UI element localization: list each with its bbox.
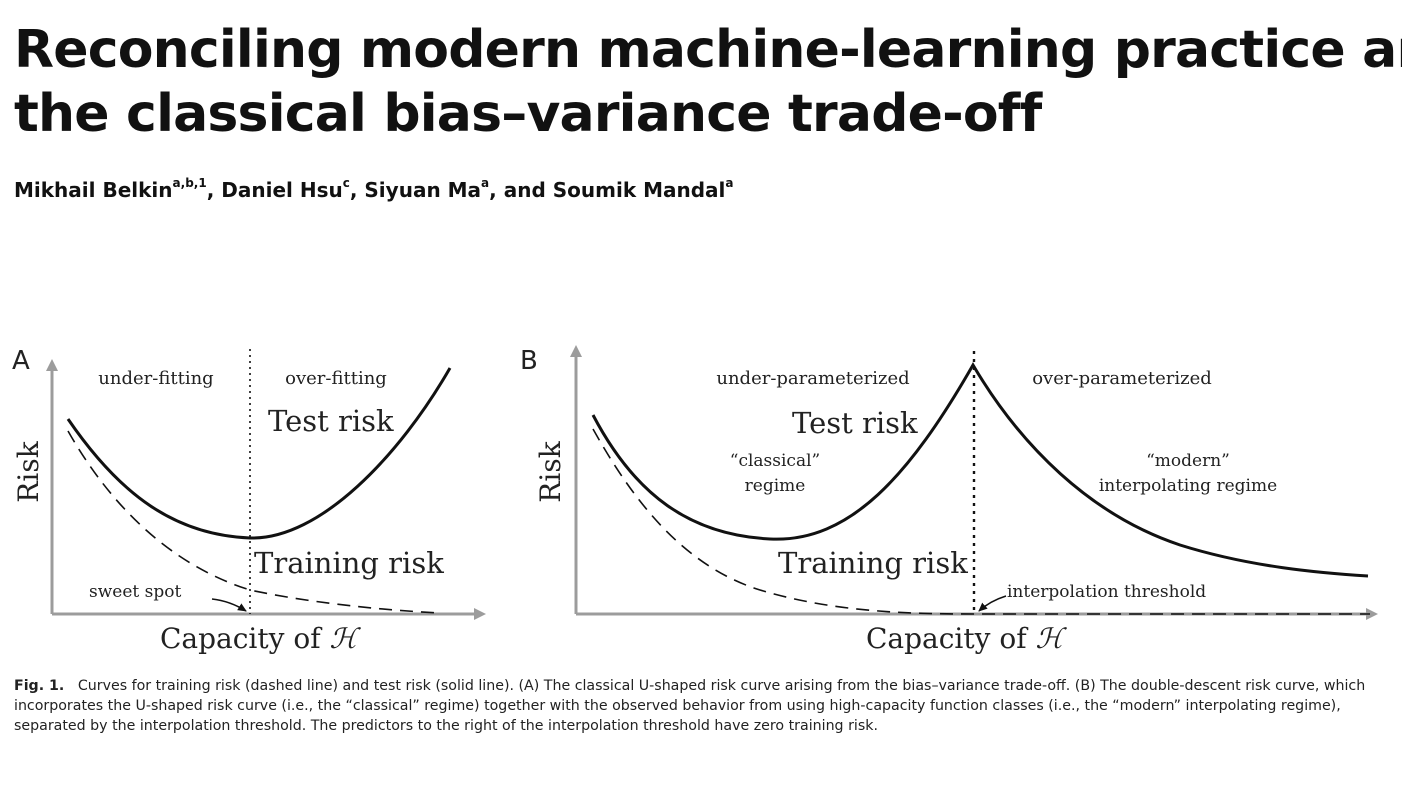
panel-b-region-right: over-parameterized: [1032, 368, 1212, 389]
panel-a-training-risk-label: Training risk: [254, 546, 444, 580]
panel-b-label: B: [520, 346, 538, 376]
panel-b-classical-line-1: “classical”: [730, 451, 820, 471]
figure-caption: Fig. 1. Curves for training risk (dashed…: [14, 676, 1386, 736]
author-affiliation: a: [481, 176, 490, 191]
author-list: Mikhail Belkina,b,1, Daniel Hsuc, Siyuan…: [14, 176, 734, 202]
panel-b-training-risk-label: Training risk: [778, 546, 968, 580]
panel-a-region-right: over-fitting: [285, 368, 387, 389]
author-separator: ,: [349, 178, 365, 202]
title-line-2: the classical bias–variance trade-off: [14, 84, 1042, 144]
author-name: Daniel Hsu: [221, 178, 343, 202]
author-name: Mikhail Belkin: [14, 178, 173, 202]
panel-b-region-left: under-parameterized: [716, 368, 909, 389]
author-name: Siyuan Ma: [364, 178, 482, 202]
panel-b-annotation-arrow: [978, 595, 1007, 612]
panel-a-y-axis-label: Risk: [12, 440, 45, 502]
figure-1: A Risk under-fitting over-fitting Test r…: [0, 335, 1402, 675]
panel-a-label: A: [12, 346, 30, 376]
panel-a-x-axis-label: Capacity of ℋ: [160, 622, 361, 655]
author-affiliation: a: [725, 176, 734, 191]
panel-b-training-risk-curve: [592, 428, 1370, 615]
panel-b-x-axis-label: Capacity of ℋ: [866, 622, 1067, 655]
author-separator: ,: [206, 178, 222, 202]
panel-a-region-left: under-fitting: [98, 368, 213, 389]
panel-a-annotation-arrow: [211, 598, 247, 612]
caption-label: Fig. 1.: [14, 678, 65, 694]
author-name: Soumik Mandal: [552, 178, 726, 202]
author-affiliation: c: [342, 176, 350, 191]
panel-a-training-risk-curve: [67, 430, 441, 614]
figure-svg: A Risk under-fitting over-fitting Test r…: [12, 345, 1378, 655]
panel-b-classical-line-2: regime: [745, 476, 806, 496]
panel-b-test-risk-curve: [591, 362, 1369, 578]
panel-a-test-risk-label: Test risk: [268, 404, 394, 438]
panel-b-modern-line-2: interpolating regime: [1099, 476, 1277, 496]
panel-b-y-axis-label: Risk: [534, 440, 567, 502]
caption-text: Curves for training risk (dashed line) a…: [14, 678, 1366, 734]
panel-a-annotation: sweet spot: [89, 582, 181, 602]
paper-title: Reconciling modern machine-learning prac…: [14, 18, 1402, 146]
panel-a: A Risk under-fitting over-fitting Test r…: [12, 346, 486, 655]
panel-b-test-risk-label: Test risk: [792, 406, 918, 440]
author-separator: , and: [489, 178, 553, 202]
panel-b-modern-line-1: “modern”: [1146, 451, 1230, 471]
panel-b: B Risk under-parameterized over-paramete…: [520, 345, 1378, 655]
panel-a-test-risk-curve: [66, 367, 452, 540]
panel-b-annotation: interpolation threshold: [1007, 582, 1206, 602]
title-line-1: Reconciling modern machine-learning prac…: [14, 20, 1402, 80]
author-affiliation: a,b,1: [172, 176, 207, 191]
